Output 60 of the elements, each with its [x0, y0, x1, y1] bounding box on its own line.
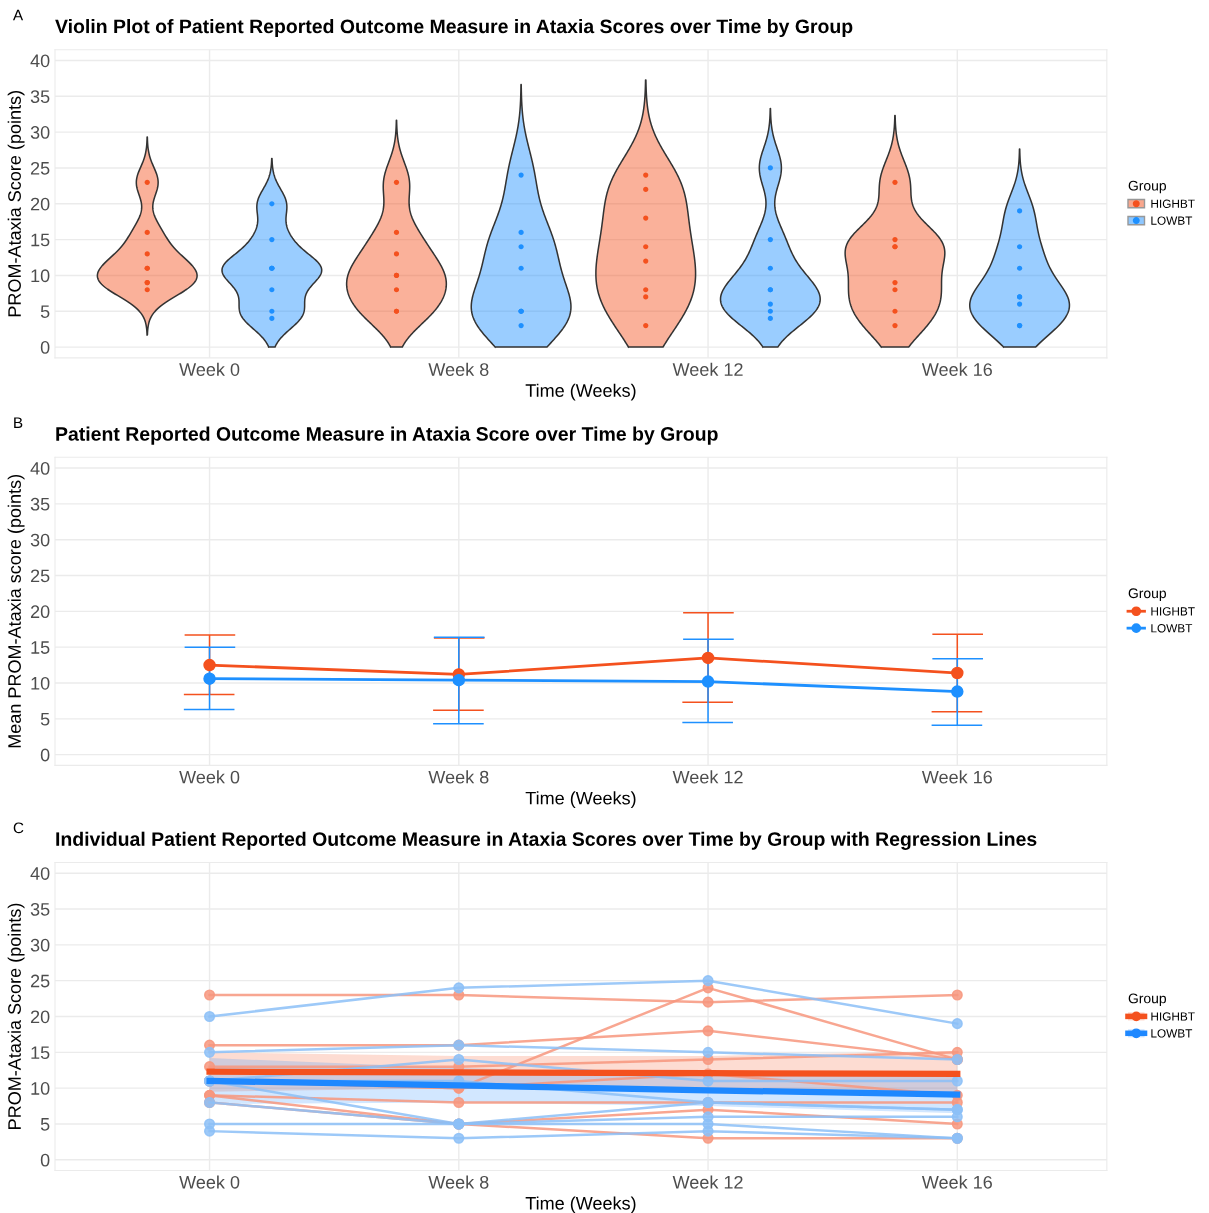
legend-label: HIGHBT: [1151, 1012, 1195, 1021]
y-tick-label: 15: [31, 233, 50, 247]
legend-label: HIGHBT: [1151, 199, 1195, 208]
x-tick-label: Week 16: [921, 1175, 992, 1189]
y-tick-label: 35: [30, 902, 50, 916]
y-tick-label: 20: [30, 1010, 50, 1024]
y-axis-title: PROM-Ataxia Score (points): [7, 903, 25, 1129]
y-tick-label: 0: [40, 1153, 50, 1167]
legend-title: Group: [1128, 180, 1166, 194]
y-tick-label: 25: [30, 974, 50, 988]
y-tick-label: 15: [31, 1046, 50, 1060]
y-axis-title: Mean PROM-Ataxia score (points): [7, 475, 25, 748]
y-tick-label: 30: [30, 126, 50, 139]
text: A: [12, 9, 24, 21]
y-tick-label: 0: [40, 341, 50, 354]
chart-title: Violin Plot of Patient Reported Outcome Measure in Ataxia Scores over Time by Group: [55, 18, 853, 38]
y-tick-label: 5: [40, 1118, 50, 1131]
y-tick-label: 25: [30, 161, 50, 175]
y-tick-label: 0: [40, 748, 50, 762]
y-axis-title: PROM-Ataxia Score (points): [7, 91, 25, 317]
x-tick-label: Week 8: [428, 1175, 489, 1189]
text: B: [14, 417, 23, 428]
y-tick-label: 5: [40, 305, 50, 318]
x-tick-label: Week 12: [672, 770, 743, 784]
x-tick-label: Week 16: [921, 362, 992, 376]
y-tick-label: 20: [30, 197, 50, 211]
x-tick-label: Week 0: [179, 770, 240, 784]
legend-label: LOWBT: [1151, 624, 1193, 633]
x-tick-label: Week 0: [179, 1175, 240, 1189]
y-tick-label: 35: [30, 497, 50, 511]
chart-title: Individual Patient Reported Outcome Measure in Ataxia Scores over Time by Group with Regression Lines: [56, 831, 1037, 850]
x-axis-title: Time (Weeks): [525, 791, 636, 809]
x-tick-label: Week 8: [428, 362, 489, 376]
y-tick-label: 15: [31, 641, 50, 654]
x-tick-label: Week 0: [179, 362, 240, 376]
y-tick-label: 10: [31, 676, 50, 690]
legend-label: LOWBT: [1151, 216, 1193, 225]
x-tick-label: Week 12: [672, 1175, 743, 1189]
y-tick-label: 40: [30, 54, 50, 68]
y-tick-label: 40: [30, 867, 50, 880]
y-tick-label: 20: [30, 605, 50, 619]
x-axis-title: Time (Weeks): [525, 383, 636, 401]
text: C: [13, 822, 24, 834]
y-tick-label: 10: [31, 1082, 50, 1095]
y-tick-label: 40: [30, 461, 50, 475]
y-tick-label: 35: [30, 90, 50, 104]
legend-title: Group: [1128, 588, 1166, 601]
y-tick-label: 25: [30, 569, 50, 583]
y-tick-label: 30: [30, 533, 50, 547]
x-tick-label: Week 16: [921, 770, 992, 784]
chart-title: Patient Reported Outcome Measure in Ataxia Score over Time by Group: [56, 426, 718, 445]
x-tick-label: Week 8: [428, 770, 489, 784]
legend-title: Group: [1128, 993, 1166, 1007]
y-tick-label: 5: [40, 712, 50, 726]
x-axis-title: Time (Weeks): [525, 1196, 636, 1213]
y-tick-label: 10: [31, 269, 50, 283]
legend-label: LOWBT: [1151, 1029, 1193, 1038]
legend-label: HIGHBT: [1151, 607, 1195, 616]
x-tick-label: Week 12: [672, 362, 743, 376]
y-tick-label: 30: [30, 938, 50, 952]
